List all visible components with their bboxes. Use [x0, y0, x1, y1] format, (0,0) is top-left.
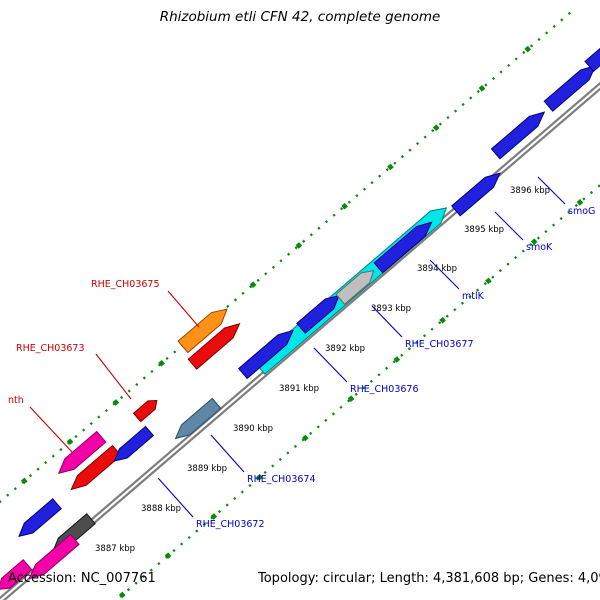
gene-arrow[interactable]: [296, 291, 343, 334]
gene-label-leader: [167, 290, 200, 328]
gene-label-smoK[interactable]: smoK: [526, 242, 553, 253]
gene-arrow-RHE_CH03677[interactable]: [335, 266, 378, 305]
gene-label-RHE_CH03673[interactable]: RHE_CH03673: [16, 343, 85, 354]
gene-arrow[interactable]: [25, 533, 80, 584]
gene-label-smoG[interactable]: smoG: [568, 206, 595, 217]
gene-label-RHE_CH03676[interactable]: RHE_CH03676: [350, 384, 419, 395]
gene-arrow[interactable]: [543, 61, 600, 112]
gene-label-leader: [157, 477, 194, 518]
gene-label-mtlK[interactable]: mtlK: [462, 291, 485, 302]
scale-ring-dotted-major: [112, 182, 600, 600]
gene-arrow[interactable]: [0, 558, 33, 595]
gene-label-leader: [371, 305, 403, 338]
gene-label-RHE_CH03674[interactable]: RHE_CH03674: [247, 474, 316, 485]
kbp-tick-label: 3890 kbp: [233, 424, 273, 434]
gene-label-leader: [537, 176, 566, 205]
gene-arrow-RHE_CH03672[interactable]: [111, 425, 155, 465]
kbp-tick-label: 3889 kbp: [187, 464, 227, 474]
gene-label-RHE_CH03672[interactable]: RHE_CH03672: [196, 519, 265, 530]
kbp-tick-label: 3893 kbp: [371, 304, 411, 314]
gene-label-leader: [313, 347, 348, 383]
gene-label-leader: [29, 406, 73, 453]
kbp-tick-label: 3892 kbp: [325, 344, 365, 354]
gene-arrow-RHE_CH03674[interactable]: [171, 397, 222, 443]
gene-arrow-mtlK[interactable]: [373, 217, 436, 274]
kbp-tick-label: 3896 kbp: [510, 186, 550, 196]
kbp-tick-label: 3895 kbp: [464, 225, 504, 235]
scale-ring-dotted: [114, 183, 600, 600]
kbp-tick-label: 3891 kbp: [279, 384, 319, 394]
gene-label-leader: [494, 211, 524, 241]
gene-label-leader: [429, 259, 460, 290]
gene-label-leader: [210, 434, 245, 473]
page-title: Rhizobium etli CFN 42, complete genome: [159, 9, 441, 25]
gene-arrow[interactable]: [15, 498, 62, 541]
gene-label-RHE_CH03675[interactable]: RHE_CH03675: [91, 279, 160, 290]
scale-ring-dotted: [0, 11, 572, 504]
genome-summary-text: Topology: circular; Length: 4,381,608 bp…: [258, 571, 600, 586]
gene-arrow-smoK[interactable]: [451, 168, 504, 217]
gene-arrow[interactable]: [54, 430, 107, 478]
gene-arrow[interactable]: [238, 326, 298, 380]
kbp-tick-label: 3888 kbp: [141, 504, 181, 514]
accession-text: Accession: NC_007761: [8, 571, 156, 586]
gene-label-leader: [95, 353, 132, 400]
gene-label-RHE_CH03677[interactable]: RHE_CH03677: [405, 339, 474, 350]
gene-arrow-RHE_CH03673[interactable]: [132, 396, 161, 423]
kbp-tick-label: 3887 kbp: [95, 544, 135, 554]
gene-arrow[interactable]: [584, 33, 600, 72]
kbp-tick-label: 3894 kbp: [417, 264, 457, 274]
gene-label-nth[interactable]: nth: [8, 395, 24, 406]
gene-arrow-smoG[interactable]: [490, 107, 548, 160]
gene-arrow[interactable]: [187, 319, 244, 370]
gene-arrow-RHE_CH03675[interactable]: [177, 303, 232, 354]
